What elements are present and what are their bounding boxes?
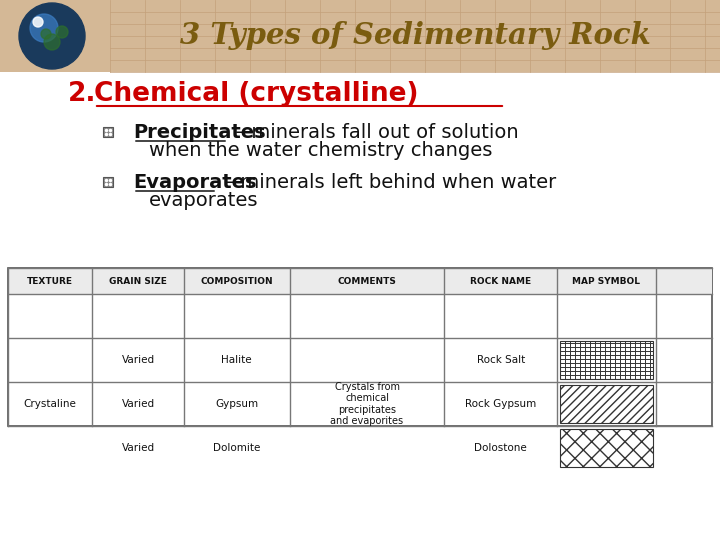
Text: Varied: Varied <box>122 355 155 365</box>
Text: Crystals from
chemical
precipitates
and evaporites: Crystals from chemical precipitates and … <box>330 382 404 427</box>
Text: – minerals left behind when water: – minerals left behind when water <box>218 172 557 192</box>
Text: Chemical (crystalline): Chemical (crystalline) <box>94 81 418 107</box>
Text: MAP SYMBOL: MAP SYMBOL <box>572 276 640 286</box>
Text: Crystaline: Crystaline <box>24 399 76 409</box>
Text: – minerals fall out of solution: – minerals fall out of solution <box>229 123 518 141</box>
Text: Dolostone: Dolostone <box>474 443 527 453</box>
Text: ROCK NAME: ROCK NAME <box>470 276 531 286</box>
Text: Varied: Varied <box>122 399 155 409</box>
Text: GRAIN SIZE: GRAIN SIZE <box>109 276 167 286</box>
Text: 2.: 2. <box>68 81 96 107</box>
Text: Rock Salt: Rock Salt <box>477 355 525 365</box>
Circle shape <box>44 34 60 50</box>
Bar <box>8 268 712 426</box>
Text: when the water chemistry changes: when the water chemistry changes <box>149 141 492 160</box>
Circle shape <box>19 3 85 69</box>
Circle shape <box>56 26 68 38</box>
Text: COMMENTS: COMMENTS <box>338 276 397 286</box>
Text: Dolomite: Dolomite <box>213 443 261 453</box>
Text: evaporates: evaporates <box>149 192 258 211</box>
Text: COMPOSITION: COMPOSITION <box>200 276 273 286</box>
Bar <box>560 385 653 423</box>
Circle shape <box>30 14 58 42</box>
Bar <box>103 177 113 187</box>
Text: Evaporates: Evaporates <box>133 172 256 192</box>
Bar <box>103 127 113 137</box>
Text: Halite: Halite <box>222 355 252 365</box>
Text: Rock Gypsum: Rock Gypsum <box>465 399 536 409</box>
Bar <box>8 268 712 294</box>
Circle shape <box>33 17 43 27</box>
Bar <box>0 0 720 72</box>
Text: TEXTURE: TEXTURE <box>27 276 73 286</box>
Text: Gypsum: Gypsum <box>215 399 258 409</box>
Bar <box>560 429 653 467</box>
Circle shape <box>41 29 51 39</box>
Text: 3 Types of Sedimentary Rock: 3 Types of Sedimentary Rock <box>179 22 650 51</box>
Bar <box>560 341 653 379</box>
Text: Varied: Varied <box>122 443 155 453</box>
Text: Precipitates: Precipitates <box>133 123 266 141</box>
